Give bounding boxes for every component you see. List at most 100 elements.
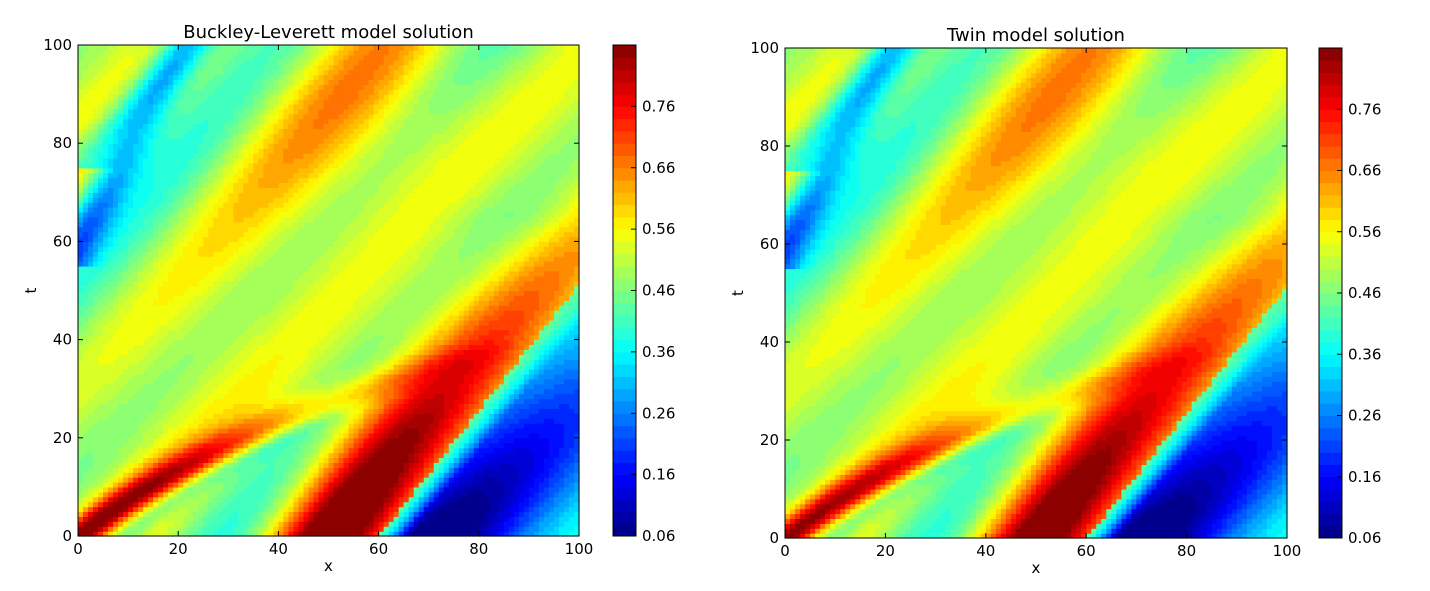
contour-cell <box>328 427 335 434</box>
contour-cell <box>458 481 465 488</box>
contour-cell <box>438 447 445 454</box>
contour-cell <box>438 516 445 522</box>
contour-cell <box>523 501 530 508</box>
contour-cell <box>278 447 285 454</box>
contour-cell <box>203 305 209 311</box>
contour-cell <box>113 457 119 463</box>
contour-cell <box>158 393 164 400</box>
contour-cell <box>288 329 295 336</box>
contour-cell <box>283 486 290 493</box>
contour-cell <box>118 344 124 351</box>
contour-cell <box>263 447 269 454</box>
contour-cell <box>488 295 495 301</box>
contour-cell <box>103 300 109 306</box>
contour-cell <box>433 486 440 493</box>
contour-cell <box>243 457 249 463</box>
contour-cell <box>503 491 510 498</box>
contour-cell <box>178 447 184 454</box>
contour-cell <box>108 393 114 400</box>
contour-cell <box>503 501 510 508</box>
contour-cell <box>443 324 450 331</box>
contour-cell <box>83 398 89 405</box>
contour-cell <box>493 516 500 522</box>
contour-cell <box>198 526 204 532</box>
contour-cell <box>523 447 530 454</box>
contour-cell <box>163 359 169 365</box>
contour-cell <box>343 472 350 478</box>
contour-cell <box>473 437 480 444</box>
contour-cell <box>133 423 139 429</box>
contour-cell <box>348 359 355 365</box>
contour-cell <box>513 383 520 390</box>
contour-cell <box>363 526 370 532</box>
contour-cell <box>343 452 350 459</box>
contour-cell <box>363 442 370 449</box>
contour-cell <box>553 319 560 326</box>
contour-cell <box>173 403 179 409</box>
contour-cell <box>128 388 134 395</box>
contour-cell <box>123 388 129 395</box>
contour-cell <box>518 452 525 459</box>
contour-cell <box>258 506 264 513</box>
contour-cell <box>298 511 305 517</box>
contour-cell <box>163 369 169 375</box>
contour-cell <box>273 531 279 537</box>
contour-cell <box>483 393 490 400</box>
contour-cell <box>243 388 249 395</box>
contour-cell <box>363 472 370 478</box>
contour-cell <box>433 393 440 400</box>
contour-cell <box>148 511 154 517</box>
contour-cell <box>358 432 365 439</box>
contour-cell <box>248 437 254 444</box>
contour-cell <box>403 447 410 454</box>
contour-cell <box>463 305 470 311</box>
contour-cell <box>238 486 244 493</box>
contour-cell <box>413 315 420 321</box>
contour-cell <box>463 339 470 346</box>
contour-cell <box>543 511 550 517</box>
contour-cell <box>318 305 325 311</box>
contour-cell <box>508 477 515 483</box>
contour-cell <box>283 315 290 321</box>
contour-cell <box>83 359 89 365</box>
contour-cell <box>573 427 580 434</box>
contour-cell <box>153 339 159 346</box>
contour-cell <box>383 437 390 444</box>
contour-cell <box>268 369 274 375</box>
contour-cell <box>483 442 490 449</box>
contour-cell <box>183 403 189 409</box>
contour-cell <box>343 319 350 326</box>
contour-cell <box>98 315 104 321</box>
contour-cell <box>318 408 325 414</box>
contour-cell <box>183 300 189 306</box>
contour-cell <box>173 423 179 429</box>
contour-cell <box>173 467 179 473</box>
contour-cell <box>378 467 385 473</box>
contour-cell <box>343 501 350 508</box>
contour-cell <box>163 378 169 385</box>
contour-cell <box>488 300 495 306</box>
contour-cell <box>513 349 520 355</box>
contour-cell <box>143 442 149 449</box>
contour-cell <box>168 477 174 483</box>
contour-cell <box>103 364 109 370</box>
contour-cell <box>423 491 430 498</box>
contour-cell <box>273 295 279 301</box>
contour-cell <box>428 383 435 390</box>
contour-cell <box>258 344 264 351</box>
contour-cell <box>93 349 99 355</box>
contour-cell <box>488 423 495 429</box>
contour-cell <box>223 354 229 360</box>
contour-cell <box>503 418 510 424</box>
contour-cell <box>373 300 380 306</box>
contour-cell <box>493 521 500 527</box>
contour-cell <box>498 472 505 478</box>
contour-cell <box>553 452 560 459</box>
contour-cell <box>198 501 204 508</box>
contour-cell <box>408 373 415 380</box>
contour-cell <box>148 319 154 326</box>
contour-cell <box>298 477 305 483</box>
contour-cell <box>178 364 184 370</box>
contour-cell <box>473 447 480 454</box>
contour-cell <box>423 334 430 341</box>
